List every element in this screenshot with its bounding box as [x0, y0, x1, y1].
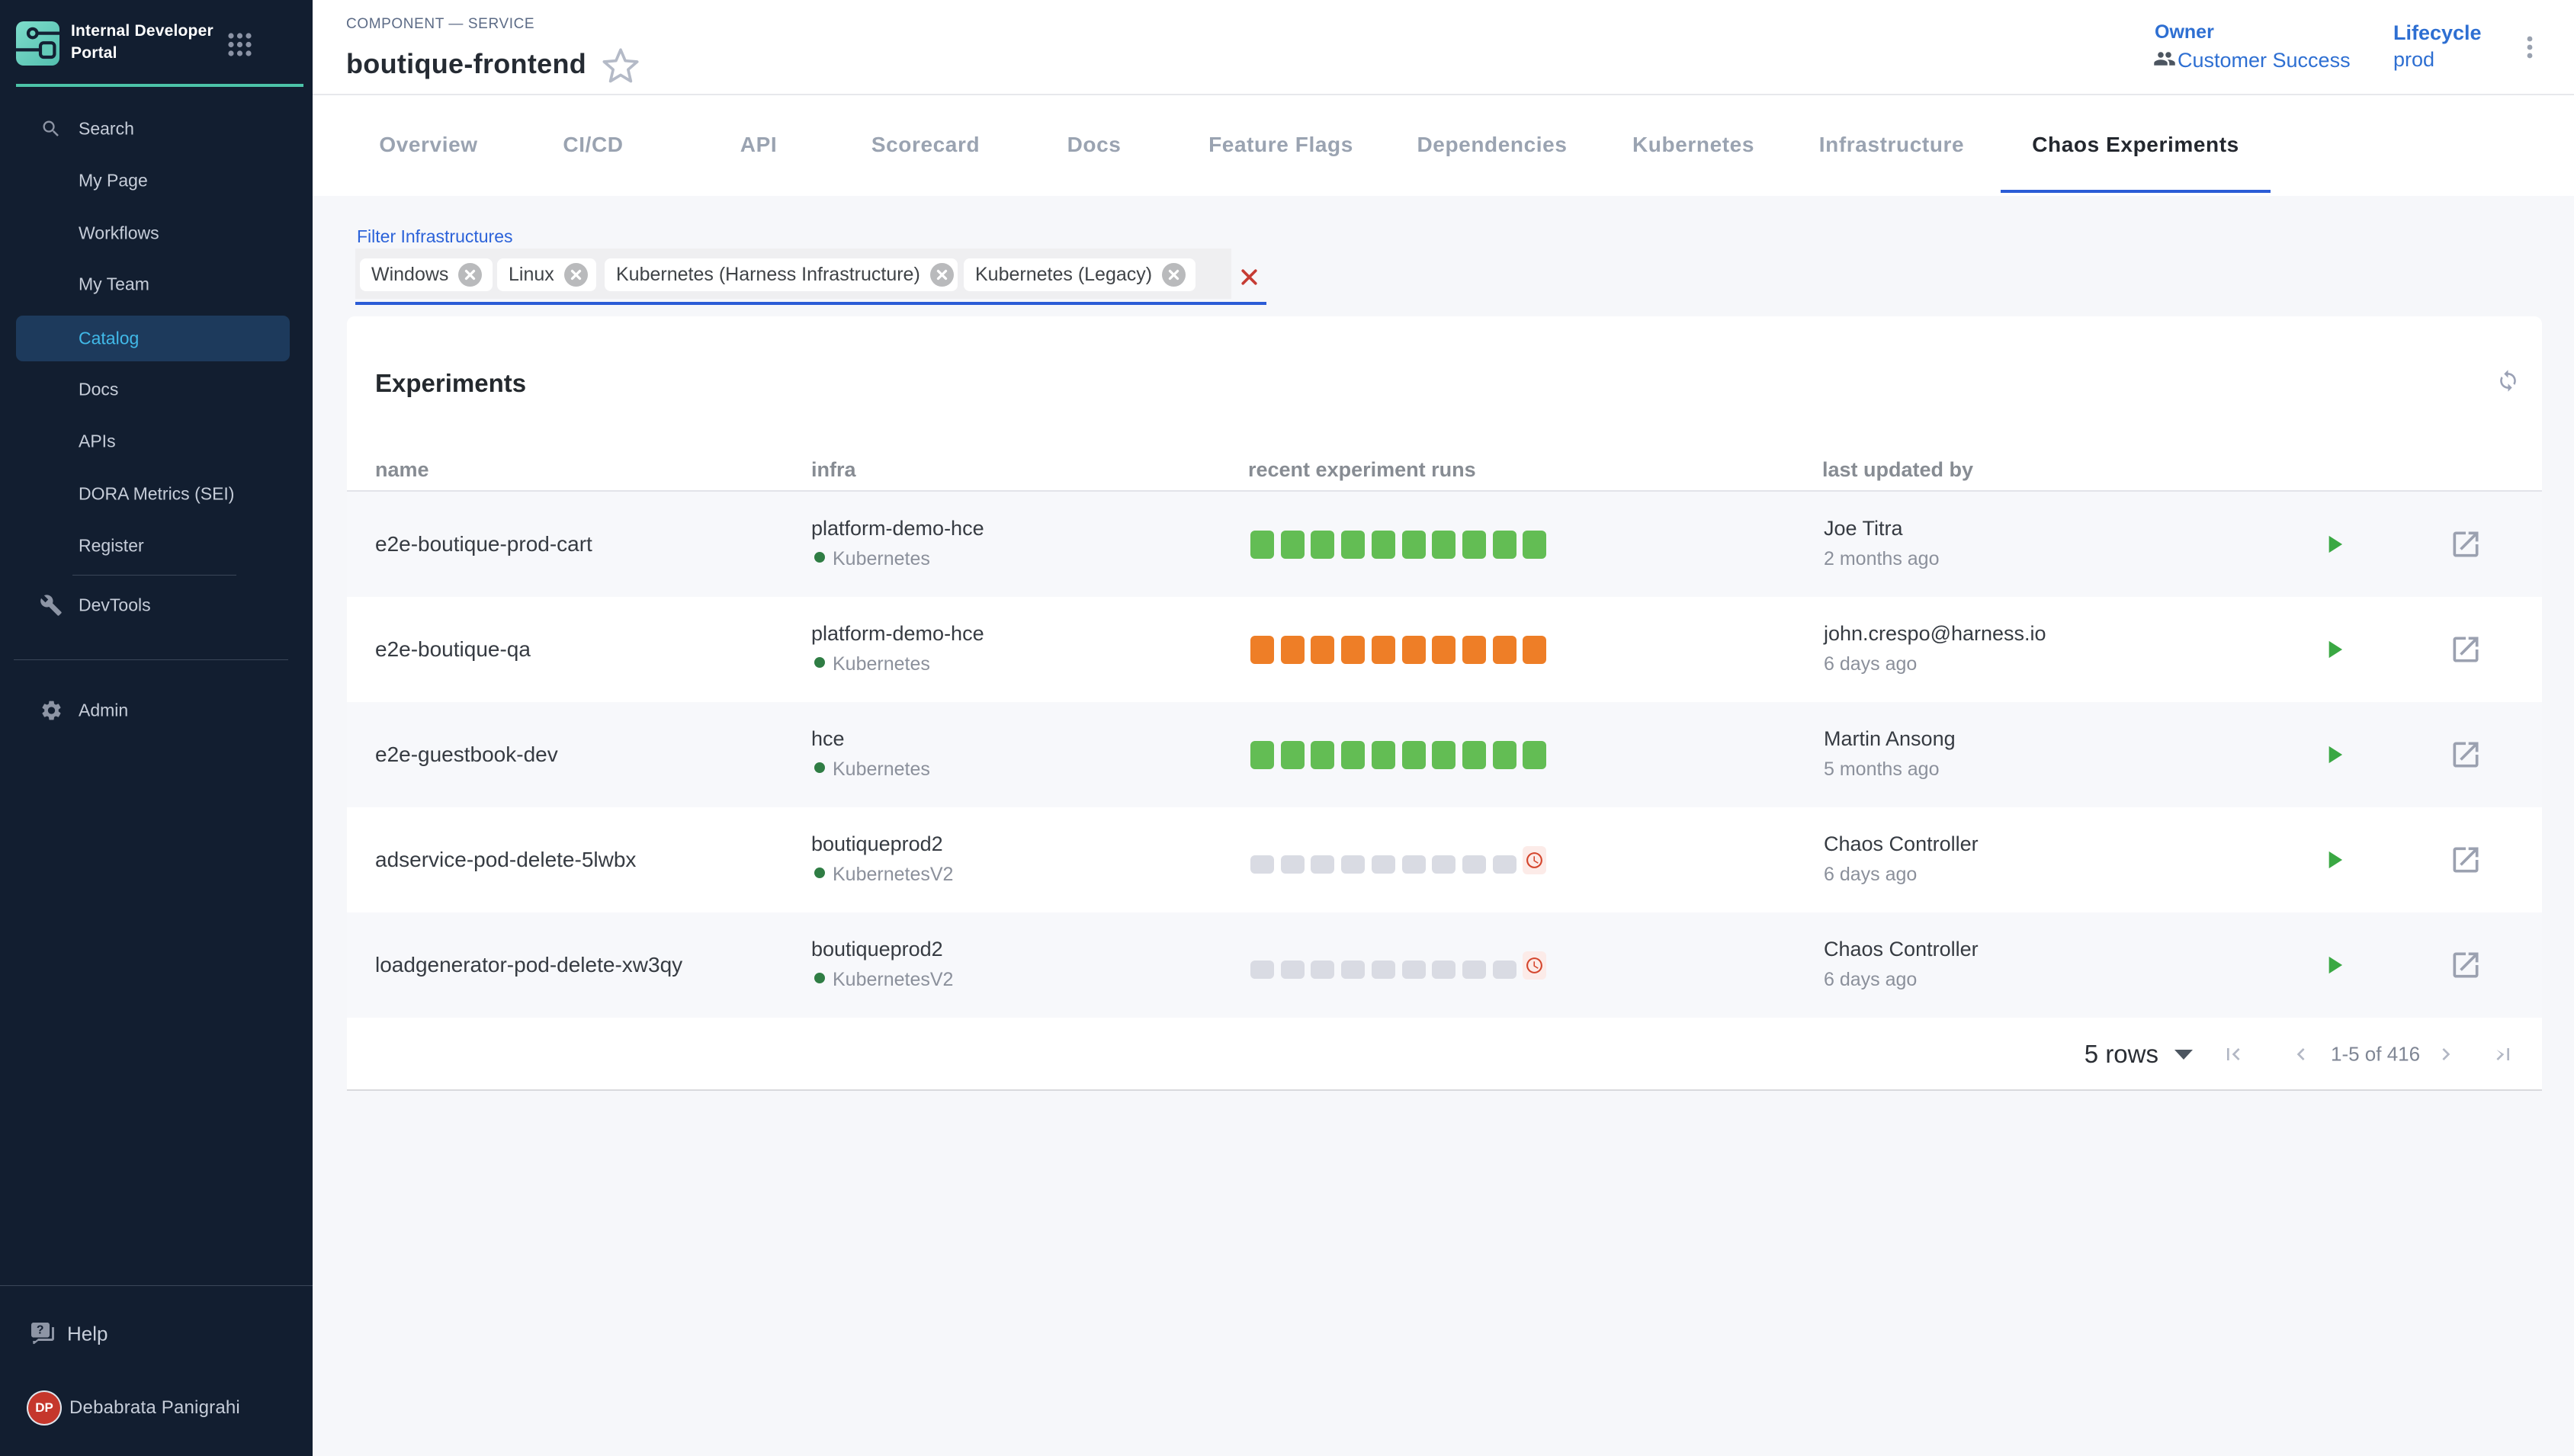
svg-text:?: ? [37, 1323, 44, 1336]
